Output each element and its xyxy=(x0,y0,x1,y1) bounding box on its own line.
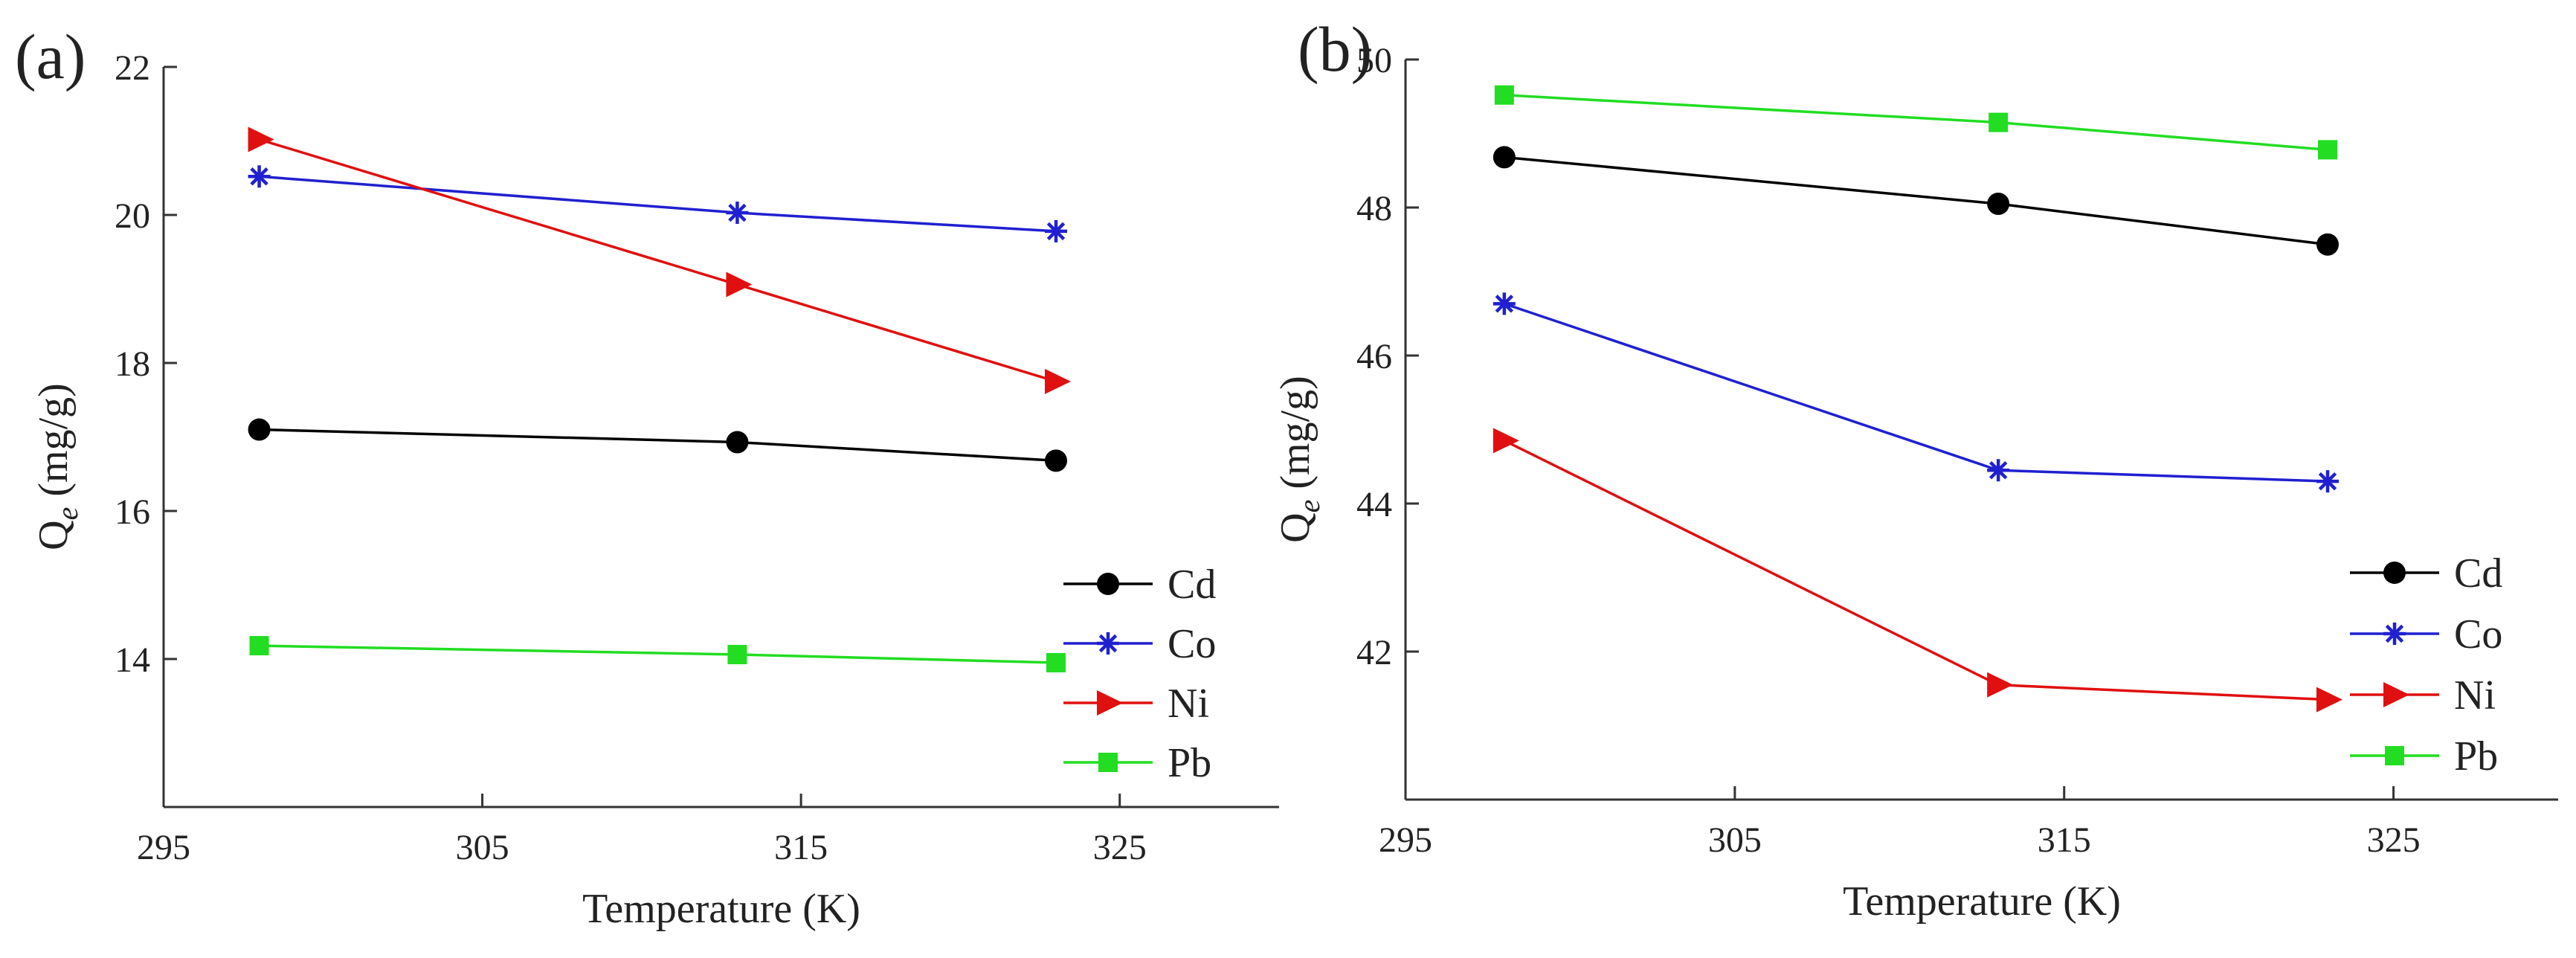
y-tick-label: 14 xyxy=(115,640,150,680)
series-co xyxy=(1493,292,2339,493)
data-point-ni xyxy=(1987,672,2014,698)
series-line-co xyxy=(1504,302,2328,483)
y-tick-label: 44 xyxy=(1356,485,1392,524)
y-tick-label: 42 xyxy=(1356,633,1392,672)
series-line-cd xyxy=(1504,155,2328,246)
series-line-pb xyxy=(259,644,1057,664)
data-point-cd xyxy=(2316,233,2339,256)
y-tick-label: 22 xyxy=(115,48,150,88)
legend-marker-cd xyxy=(2383,562,2406,584)
legend-item-ni: Ni xyxy=(2350,672,2496,718)
data-point-co xyxy=(1987,459,2010,482)
legend-label: Pb xyxy=(1168,740,1211,786)
x-tick-label: 305 xyxy=(456,828,509,867)
legend: Cd Co Ni Pb xyxy=(1063,562,1216,786)
legend-label: Cd xyxy=(1168,562,1216,608)
data-point-cd xyxy=(248,418,271,441)
x-tick-label: 295 xyxy=(1379,820,1432,860)
data-point-pb xyxy=(1046,652,1066,672)
x-tick-label: 315 xyxy=(2038,820,2091,860)
data-point-pb xyxy=(2318,140,2337,160)
data-point-cd xyxy=(1987,193,2010,216)
y-tick-label: 16 xyxy=(115,492,150,532)
legend-item-pb: Pb xyxy=(1063,740,1211,786)
data-point-co xyxy=(726,202,749,225)
data-point-cd xyxy=(726,431,749,454)
data-point-co xyxy=(248,165,271,188)
series-cd xyxy=(248,418,1067,472)
y-tick-label: 46 xyxy=(1356,337,1392,376)
legend: Cd Co Ni Pb xyxy=(2350,550,2502,779)
y-tick-label: 50 xyxy=(1356,41,1392,80)
legend-label: Ni xyxy=(2454,672,2496,718)
data-point-ni xyxy=(2316,687,2342,713)
data-point-pb xyxy=(1494,85,1514,105)
legend-marker-cd xyxy=(1097,573,1119,595)
x-tick-label: 325 xyxy=(1093,828,1147,867)
legend-item-co: Co xyxy=(1063,621,1216,667)
legend-marker-pb xyxy=(2385,746,2404,765)
x-tick-label: 295 xyxy=(137,828,190,867)
y-tick-label: 20 xyxy=(115,196,150,236)
data-point-ni xyxy=(248,126,274,152)
legend-marker-ni xyxy=(2383,682,2409,707)
panel-label: (b) xyxy=(1298,13,1372,85)
series-line-ni xyxy=(259,138,1057,383)
data-point-cd xyxy=(1045,449,1067,472)
legend-label: Co xyxy=(1168,621,1216,667)
data-point-ni xyxy=(1045,368,1071,394)
x-axis-title: Temperature (K) xyxy=(582,886,860,932)
legend-marker-ni xyxy=(1097,690,1123,716)
x-axis-title: Temperature (K) xyxy=(1843,878,2121,925)
data-point-co xyxy=(2316,470,2339,493)
x-tick-label: 325 xyxy=(2367,820,2421,860)
data-point-pb xyxy=(1989,112,2009,132)
series-line-cd xyxy=(259,428,1057,463)
data-point-cd xyxy=(1493,146,1516,169)
legend-label: Pb xyxy=(2454,733,2498,779)
data-point-pb xyxy=(727,645,747,665)
x-tick-label: 315 xyxy=(774,828,828,867)
legend-marker-pb xyxy=(1098,753,1118,772)
series-ni xyxy=(248,126,1071,394)
data-point-co xyxy=(1493,292,1516,315)
data-point-ni xyxy=(1493,428,1519,454)
x-tick-label: 305 xyxy=(1708,820,1762,860)
series-line-co xyxy=(259,175,1057,233)
series-co xyxy=(248,165,1067,242)
series-pb xyxy=(249,636,1066,672)
legend-item-cd: Cd xyxy=(1063,562,1216,608)
y-axis-title: Qe (mg/g) xyxy=(1272,376,1326,543)
y-tick-label: 18 xyxy=(115,344,150,384)
series-pb xyxy=(1494,85,2337,160)
legend-marker-co xyxy=(2383,623,2406,645)
legend-item-ni: Ni xyxy=(1063,681,1209,727)
data-point-co xyxy=(1045,219,1067,242)
series-line-pb xyxy=(1504,94,2328,152)
series-line-ni xyxy=(1504,439,2328,701)
y-tick-label: 48 xyxy=(1356,189,1392,228)
legend-item-pb: Pb xyxy=(2350,733,2498,779)
chart-panel-b: (b) 295 305 315 325 42 44 46 48 50 Temperature (K)… xyxy=(1272,13,2558,925)
series-ni xyxy=(1493,428,2342,713)
legend-marker-co xyxy=(1097,632,1119,655)
legend-label: Ni xyxy=(1168,681,1209,727)
data-point-ni xyxy=(726,271,753,298)
y-axis-title: Qe (mg/g) xyxy=(30,383,84,550)
legend-item-cd: Cd xyxy=(2350,550,2502,597)
legend-item-co: Co xyxy=(2350,611,2502,658)
legend-label: Co xyxy=(2454,611,2502,658)
chart-panel-a: (a) 295 305 315 325 14 16 18 20 22 Temperature (K)… xyxy=(15,21,1279,932)
panel-label: (a) xyxy=(15,21,86,92)
legend-label: Cd xyxy=(2454,550,2502,597)
series-cd xyxy=(1493,146,2339,256)
data-point-pb xyxy=(249,636,269,656)
